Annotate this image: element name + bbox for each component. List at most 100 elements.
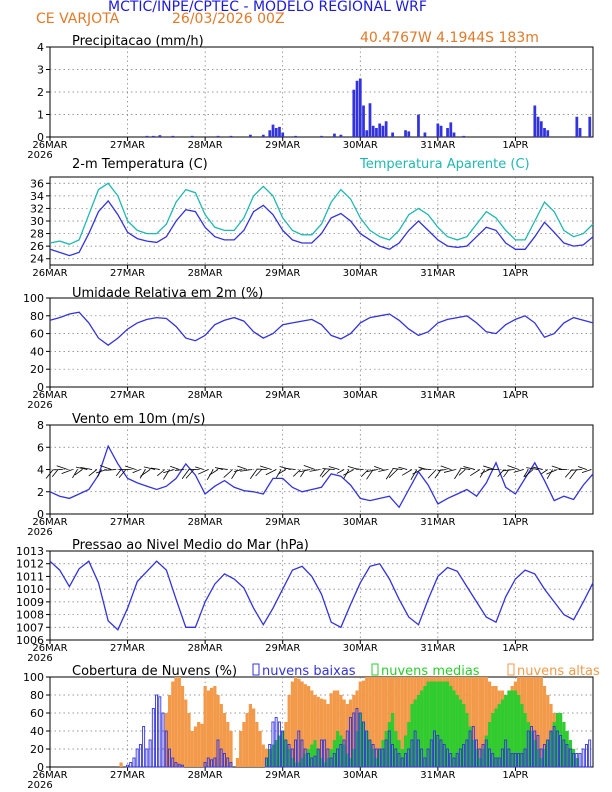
wind-arrow xyxy=(277,469,287,475)
wind-arrow xyxy=(185,469,195,479)
cloud-bar-blue xyxy=(513,753,517,768)
cloud-bar-blue xyxy=(339,744,343,768)
wind-arrow xyxy=(124,465,136,470)
cloud-bar-orange xyxy=(200,723,204,767)
cloud-bar-blue xyxy=(361,721,365,768)
cloud-bar-green xyxy=(294,762,298,767)
precip-bar xyxy=(588,116,592,137)
x-tick-label: 26MAR xyxy=(32,770,67,781)
wind-arrow xyxy=(412,469,422,475)
wind-arrow xyxy=(198,469,209,475)
cloud-bar-green xyxy=(546,740,550,767)
cloud-bar-orange xyxy=(384,677,388,767)
cloud-bar-orange xyxy=(184,699,188,767)
precip-bar xyxy=(271,124,275,137)
cloud-bar-orange xyxy=(339,695,343,767)
legend-label: nuvens altas xyxy=(517,664,600,679)
wind-arrow xyxy=(139,469,146,479)
wind-arrow xyxy=(303,465,316,470)
year-label: 2026 xyxy=(27,780,52,791)
cloud-bar-orange xyxy=(403,677,408,767)
cloud-bar-blue xyxy=(316,748,320,768)
cloud-bar-blue xyxy=(203,762,207,768)
cloud-bar-green xyxy=(274,740,278,767)
wind-arrow xyxy=(551,465,563,470)
cloud-bar-orange xyxy=(397,677,401,767)
precip-bar xyxy=(249,134,252,137)
panel-title: Precipitacao (mm/h) xyxy=(72,34,204,49)
cloud-bar-green xyxy=(323,762,327,767)
y-tick-label: 1013 xyxy=(16,545,44,558)
wind-arrow xyxy=(463,466,476,470)
cloud-bar-blue xyxy=(132,757,136,768)
cloud-bar-green xyxy=(368,740,372,767)
cloud-bar-blue xyxy=(158,696,162,768)
cloud-bar-blue xyxy=(407,748,411,768)
cloud-bar-blue xyxy=(290,748,294,768)
cloud-bar-blue xyxy=(329,757,333,768)
cloud-bar-blue xyxy=(478,748,482,768)
cloud-bar-green xyxy=(500,699,505,767)
cloud-bar-green xyxy=(420,690,424,767)
cloud-bar-blue xyxy=(332,753,336,768)
precip-bar xyxy=(368,103,372,137)
cloud-bar-orange xyxy=(323,699,327,767)
cloud-bar-orange xyxy=(394,677,398,767)
precip-bar xyxy=(355,80,359,137)
x-tick-label: 29MAR xyxy=(265,517,300,528)
wind-arrow xyxy=(392,468,403,470)
cloud-bar-blue xyxy=(394,748,398,768)
wind-arrow xyxy=(240,469,253,472)
cloud-bar-green xyxy=(539,758,543,767)
cloud-bar-blue xyxy=(568,748,572,768)
cloud-bar-orange xyxy=(468,677,472,767)
wind-arrow xyxy=(181,469,190,480)
cloud-bar-green xyxy=(371,749,375,767)
chart-title: MCTIC/INPE/CPTEC - MODELO REGIONAL WRF xyxy=(108,0,427,15)
panel-title: Umidade Relativa em 2m (%) xyxy=(72,286,263,301)
cloud-bar-green xyxy=(390,713,395,767)
cloud-bar-green xyxy=(303,753,307,767)
cloud-bar-orange xyxy=(368,677,372,767)
wind-arrow xyxy=(328,466,340,470)
y-tick-label: 1009 xyxy=(16,596,44,609)
x-tick-label: 31MAR xyxy=(420,643,455,654)
cloud-bar-blue xyxy=(310,757,314,768)
cloud-bar-green xyxy=(310,744,314,767)
x-tick-label: 26MAR xyxy=(32,390,67,401)
cloud-bar-blue xyxy=(307,753,310,768)
cloud-bar-green xyxy=(468,726,472,767)
cloud-bar-blue xyxy=(368,739,372,768)
y-tick-label: 28 xyxy=(30,228,44,241)
y-tick-label: 80 xyxy=(30,310,44,323)
cloud-bar-orange xyxy=(326,704,330,767)
wind-arrow xyxy=(99,465,112,470)
cloud-bar-green xyxy=(458,699,463,767)
cloud-bar-green xyxy=(326,758,330,767)
cloud-bar-blue xyxy=(546,739,550,768)
cloud-bar-orange xyxy=(352,695,356,767)
cloud-bar-orange xyxy=(355,690,359,767)
cloud-bar-blue xyxy=(400,757,404,768)
cloud-bar-orange xyxy=(365,677,369,767)
wind-arrow xyxy=(523,469,529,478)
cloud-bar-blue xyxy=(562,739,566,768)
cloud-bar-orange xyxy=(197,722,201,767)
cloud-bar-orange xyxy=(371,677,375,767)
x-tick-label: 26MAR xyxy=(32,643,67,654)
y-tick-label: 4 xyxy=(37,464,44,477)
cloud-bar-green xyxy=(529,731,534,767)
cloud-bar-blue xyxy=(174,762,178,768)
plot-frame xyxy=(49,297,594,388)
wind-arrow xyxy=(140,469,151,477)
precip-bar xyxy=(320,135,323,137)
cloud-bar-green xyxy=(491,713,495,767)
x-tick-label: 30MAR xyxy=(343,517,378,528)
panel-wind: 0 2 4 6 8 26MAR 27MAR 28MAR 29MAR 30MAR 31MAR 1APR 2… xyxy=(27,412,594,538)
cloud-bar-blue xyxy=(436,735,440,768)
cloud-bar-orange xyxy=(400,677,404,767)
precip-bar xyxy=(446,128,449,137)
cloud-bar-orange xyxy=(226,722,230,767)
